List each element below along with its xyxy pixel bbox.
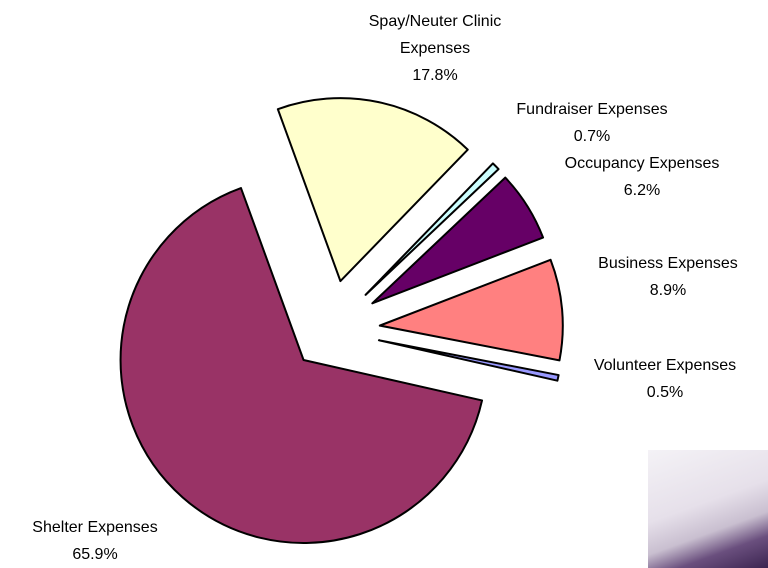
slice-label: Spay/Neuter Clinic Expenses 17.8% [355, 8, 515, 89]
category-label: Spay/Neuter Clinic Expenses [368, 13, 502, 57]
value-label: 17.8% [412, 67, 458, 84]
slice-label: Volunteer Expenses 0.5% [560, 352, 768, 406]
value-label: 0.7% [573, 128, 611, 145]
category-label: Fundraiser Expenses [516, 101, 668, 118]
category-label: Shelter Expenses [32, 519, 158, 536]
pie-slice [371, 176, 545, 305]
pie-slice [378, 258, 564, 362]
pie-slice [276, 97, 469, 283]
slice-label: Fundraiser Expenses 0.7% [492, 96, 692, 150]
category-label: Business Expenses [598, 255, 738, 272]
category-label: Volunteer Expenses [593, 357, 737, 374]
slice-label: Occupancy Expenses 6.2% [532, 150, 752, 204]
value-label: 0.5% [646, 384, 684, 401]
slice-label: Shelter Expenses 65.9% [5, 514, 185, 568]
value-label: 6.2% [623, 182, 661, 199]
pie-slice [377, 339, 560, 382]
category-label: Occupancy Expenses [564, 155, 720, 172]
value-label: 8.9% [649, 282, 687, 299]
pie-slice [364, 162, 500, 296]
pie-slice [119, 187, 484, 545]
value-label: 65.9% [72, 546, 118, 563]
slice-label: Business Expenses 8.9% [568, 250, 768, 304]
background-photo [648, 450, 768, 568]
